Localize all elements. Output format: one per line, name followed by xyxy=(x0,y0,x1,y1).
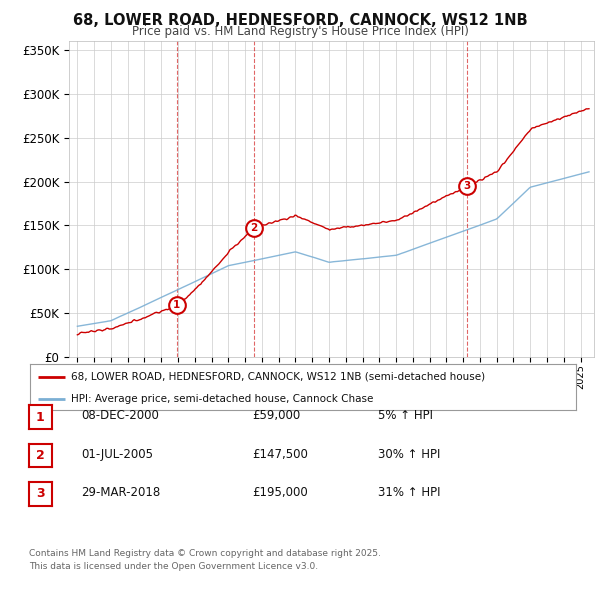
Text: 68, LOWER ROAD, HEDNESFORD, CANNOCK, WS12 1NB: 68, LOWER ROAD, HEDNESFORD, CANNOCK, WS1… xyxy=(73,13,527,28)
Text: £195,000: £195,000 xyxy=(252,486,308,499)
Text: 3: 3 xyxy=(36,487,44,500)
Text: 29-MAR-2018: 29-MAR-2018 xyxy=(81,486,160,499)
Text: 2: 2 xyxy=(36,449,44,462)
Text: 2: 2 xyxy=(250,222,257,232)
Text: HPI: Average price, semi-detached house, Cannock Chase: HPI: Average price, semi-detached house,… xyxy=(71,394,373,404)
Text: This data is licensed under the Open Government Licence v3.0.: This data is licensed under the Open Gov… xyxy=(29,562,318,571)
Text: 1: 1 xyxy=(173,300,181,310)
Text: 5% ↑ HPI: 5% ↑ HPI xyxy=(378,409,433,422)
Text: 68, LOWER ROAD, HEDNESFORD, CANNOCK, WS12 1NB (semi-detached house): 68, LOWER ROAD, HEDNESFORD, CANNOCK, WS1… xyxy=(71,372,485,382)
Text: 31% ↑ HPI: 31% ↑ HPI xyxy=(378,486,440,499)
Text: 30% ↑ HPI: 30% ↑ HPI xyxy=(378,448,440,461)
Text: £59,000: £59,000 xyxy=(252,409,300,422)
Text: Contains HM Land Registry data © Crown copyright and database right 2025.: Contains HM Land Registry data © Crown c… xyxy=(29,549,380,558)
Text: 1: 1 xyxy=(36,411,44,424)
Text: Price paid vs. HM Land Registry's House Price Index (HPI): Price paid vs. HM Land Registry's House … xyxy=(131,25,469,38)
Text: £147,500: £147,500 xyxy=(252,448,308,461)
Text: 01-JUL-2005: 01-JUL-2005 xyxy=(81,448,153,461)
Text: 3: 3 xyxy=(464,181,471,191)
Text: 08-DEC-2000: 08-DEC-2000 xyxy=(81,409,159,422)
